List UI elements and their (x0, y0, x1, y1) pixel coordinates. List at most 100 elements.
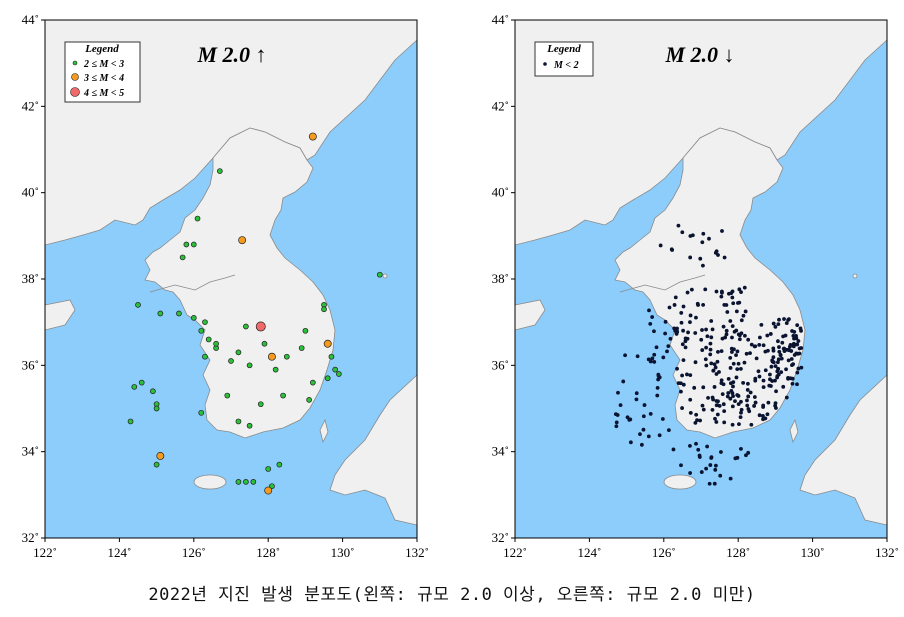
legend-small-marker (72, 60, 78, 66)
epicenter-small (228, 358, 234, 364)
epicenter-tiny (776, 322, 781, 327)
epicenter-tiny (701, 302, 706, 307)
epicenter-tiny (792, 336, 796, 341)
epicenter-tiny (675, 366, 679, 371)
epicenter-small (376, 271, 383, 278)
epicenter-medium (308, 132, 317, 141)
epicenter-small (235, 349, 242, 356)
epicenter-tiny (697, 455, 702, 459)
epicenter-small (198, 409, 205, 416)
map-figure: Legend 2 ≤ M < 3 3 ≤ M < 4 4 ≤ M < 5 M 2… (22, 12, 899, 560)
epicenter-tiny (799, 328, 803, 333)
lon-tick-label: 124˚ (107, 545, 131, 560)
epicenter-tiny (688, 471, 693, 475)
epicenter-tiny (728, 319, 733, 323)
left-legend-title: Legend (84, 43, 119, 55)
epicenter-tiny (753, 400, 758, 405)
lat-tick-label: 34˚ (492, 444, 509, 459)
epicenter-tiny (692, 385, 697, 390)
epicenter-tiny (746, 337, 751, 342)
lon-tick-label: 126˚ (652, 545, 676, 560)
epicenter-tiny (765, 412, 770, 417)
epicenter-tiny (680, 406, 684, 410)
epicenter-tiny (796, 366, 801, 371)
epicenter-small (190, 241, 197, 248)
epicenter-tiny (752, 404, 756, 408)
epicenter-tiny (722, 420, 727, 425)
epicenter-tiny (685, 336, 690, 341)
legend-medium-marker (71, 73, 79, 81)
epicenter-tiny (730, 289, 735, 294)
epicenter-tiny (780, 340, 785, 345)
epicenter-tiny (614, 424, 619, 429)
epicenter-tiny (763, 349, 768, 354)
epicenter-tiny (737, 287, 742, 292)
lon-tick-label: 132˚ (875, 545, 899, 560)
epicenter-tiny (799, 365, 804, 370)
lon-tick-label: 122˚ (503, 545, 527, 560)
epicenter-tiny (712, 362, 717, 367)
epicenter-tiny (688, 443, 692, 448)
epicenter-tiny (722, 255, 727, 260)
epicenter-tiny (732, 347, 736, 352)
epicenter-tiny (737, 422, 741, 427)
epicenter-tiny (782, 317, 786, 321)
epicenter-tiny (647, 308, 651, 313)
epicenter-tiny (734, 309, 739, 314)
epicenter-tiny (797, 351, 802, 356)
right-map-panel: Legend M < 2 M 2.0 ↓ 122˚ 124˚ 126˚ 128˚ 130… (492, 12, 899, 560)
epicenter-tiny (720, 336, 725, 341)
epicenter-tiny (704, 466, 709, 471)
right-map-title: M 2.0 ↓ (664, 42, 734, 67)
epicenter-tiny (641, 414, 646, 419)
epicenter-tiny (789, 357, 794, 361)
epicenter-tiny (777, 349, 782, 354)
epicenter-tiny (742, 360, 747, 365)
epicenter-small (302, 327, 309, 334)
epicenter-tiny (719, 381, 724, 385)
lat-tick-label: 36˚ (22, 357, 39, 372)
epicenter-tiny (731, 361, 736, 366)
epicenter-tiny (706, 395, 710, 400)
epicenter-tiny (734, 353, 738, 358)
epicenter-tiny (703, 287, 708, 292)
epicenter-tiny (743, 309, 748, 314)
epicenter-tiny (717, 370, 721, 374)
epicenter-tiny (743, 333, 747, 338)
epicenter-tiny (779, 356, 784, 361)
dmz-line (619, 274, 706, 293)
epicenter-tiny (672, 303, 677, 307)
epicenter-tiny (656, 374, 661, 378)
epicenter-tiny (786, 375, 790, 380)
epicenter-tiny (739, 407, 744, 412)
epicenter-small (243, 323, 249, 330)
epicenter-tiny (773, 324, 778, 329)
epicenter-small (216, 168, 223, 174)
epicenter-tiny (680, 342, 685, 347)
epicenter-small (202, 353, 208, 360)
epicenter-tiny (693, 331, 698, 335)
epicenter-tiny (728, 355, 733, 360)
epicenter-tiny (714, 289, 719, 294)
epicenter-tiny (719, 294, 724, 299)
epicenter-tiny (771, 321, 776, 326)
legend-tiny-marker (543, 62, 547, 66)
epicenter-tiny (784, 321, 789, 326)
epicenter-small (309, 379, 316, 386)
epicenter-tiny (704, 327, 708, 332)
epicenter-tiny (721, 402, 726, 407)
epicenter-tiny (781, 346, 786, 351)
epicenter-tiny (731, 384, 735, 389)
epicenter-tiny (614, 420, 619, 425)
epicenter-small (205, 336, 212, 343)
epicenter-tiny (652, 329, 656, 334)
epicenter-tiny (703, 357, 708, 362)
epicenter-tiny (693, 421, 698, 425)
epicenter-tiny (708, 347, 713, 352)
epicenter-tiny (701, 407, 706, 412)
epicenter-tiny (736, 301, 740, 305)
epicenter-tiny (767, 383, 772, 388)
epicenter-tiny (719, 378, 724, 383)
epicenter-tiny (657, 433, 662, 438)
epicenter-tiny (715, 412, 720, 417)
